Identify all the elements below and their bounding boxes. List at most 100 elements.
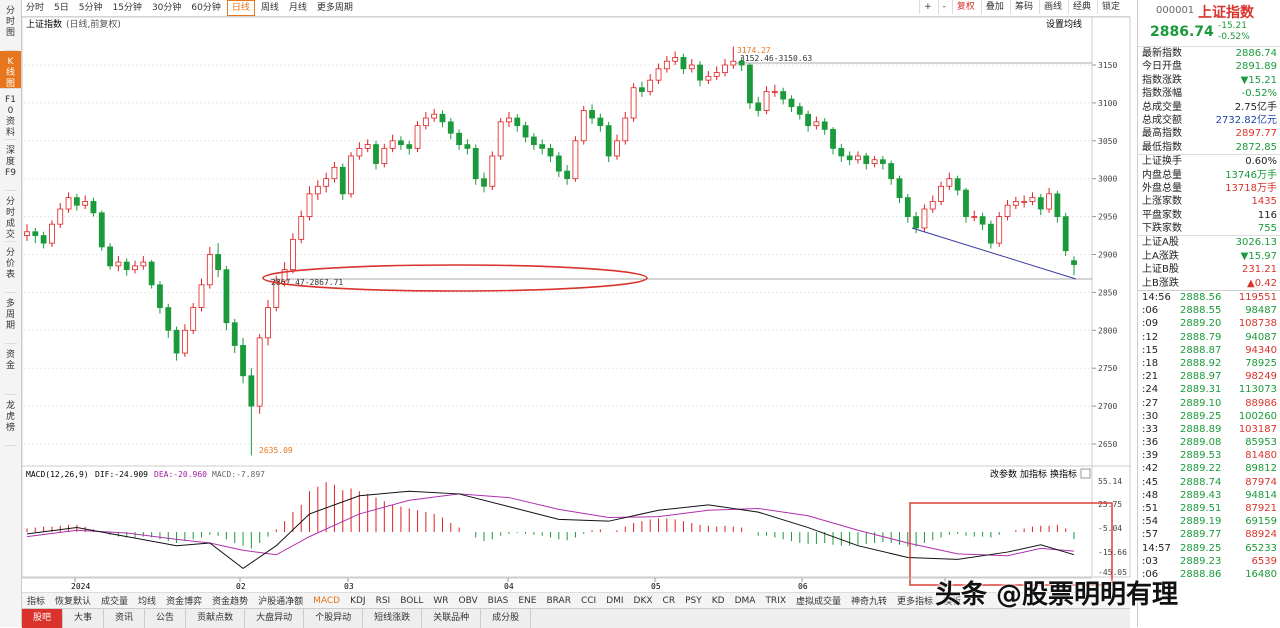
period-tab[interactable]: 5分钟: [78, 3, 103, 13]
indicator-tab[interactable]: OBV: [458, 595, 478, 606]
trade-time: :57: [1142, 529, 1159, 541]
indicator-tab[interactable]: KDJ: [350, 595, 366, 606]
tool-button[interactable]: 经典: [1067, 0, 1095, 14]
macd-button[interactable]: 换指标: [1050, 468, 1077, 480]
tool-button[interactable]: 复权: [951, 0, 979, 14]
candle-body: [472, 147, 479, 180]
indicator-tab[interactable]: PSY: [685, 595, 702, 606]
period-tab[interactable]: 分时: [26, 3, 45, 13]
indicator-tab[interactable]: WR: [433, 595, 449, 606]
indicator-tab[interactable]: 神奇九转: [851, 597, 888, 607]
indicator-tab[interactable]: BOLL: [400, 595, 424, 606]
tool-button[interactable]: +: [919, 0, 936, 14]
period-tab[interactable]: 周线: [260, 3, 279, 13]
tool-button[interactable]: 锁定: [1096, 0, 1124, 14]
indicator-tab[interactable]: DKX: [633, 595, 653, 606]
candle-body: [206, 254, 213, 286]
indicator-tab[interactable]: ENE: [518, 595, 537, 606]
bottom-tab[interactable]: 关联品种: [422, 609, 482, 628]
quote-label: 最新指数: [1142, 48, 1182, 59]
trade-volume: 119551: [1238, 292, 1277, 304]
candle-body: [614, 140, 620, 157]
x-label: 04: [504, 582, 514, 591]
trade-row: :21 2888.97 98249: [1138, 370, 1280, 383]
period-tab[interactable]: 日线: [226, 0, 255, 16]
candle-body: [871, 159, 878, 164]
indicator-tab[interactable]: MACD: [313, 595, 341, 606]
quote-label: 下跌家数: [1142, 223, 1182, 235]
candle-body: [314, 185, 321, 195]
indicator-tab[interactable]: 沪股通净额: [258, 597, 304, 607]
indicator-tab[interactable]: TRIX: [765, 595, 787, 606]
side-tab[interactable]: 分价表: [4, 242, 17, 293]
frame: [21, 16, 1131, 578]
indicator-tab[interactable]: 成交量: [101, 597, 129, 607]
side-tab[interactable]: K线图: [0, 51, 21, 89]
indicator-tab[interactable]: 恢复默认: [55, 597, 92, 607]
tools: + - 复权 叠加 筹码 画线 经典 锁定: [919, 0, 1126, 14]
indicator-tab[interactable]: DMI: [606, 595, 624, 606]
indicator-tab[interactable]: BRAR: [546, 595, 571, 606]
period-tab[interactable]: 15分钟: [112, 3, 142, 13]
candle-body: [1071, 260, 1077, 265]
indicator-tab[interactable]: 均线: [138, 597, 157, 607]
quote-row: 外盘总量 13718万手: [1138, 182, 1280, 195]
tool-button[interactable]: 筹码: [1009, 0, 1037, 14]
period-tab[interactable]: 60分钟: [191, 3, 221, 13]
bottom-tab[interactable]: 资讯: [104, 609, 146, 628]
indicator-tab[interactable]: CR: [662, 595, 676, 606]
quote-label: 内盘总量: [1142, 169, 1182, 181]
candle-body: [888, 163, 895, 180]
bottom-tab[interactable]: 股吧: [22, 609, 64, 628]
trade-time: :30: [1142, 410, 1159, 422]
trade-volume: 16480: [1245, 568, 1277, 580]
quote-label: 上证A股: [1142, 237, 1179, 249]
low-label: 2635.09: [259, 446, 293, 455]
indicator-tab[interactable]: BIAS: [487, 595, 509, 606]
side-tab[interactable]: 分时成交: [4, 191, 17, 242]
bottom-tab[interactable]: 个股异动: [304, 609, 364, 628]
indicator-tab[interactable]: 资金博弈: [166, 597, 203, 607]
indicator-tab[interactable]: 更多指标: [897, 597, 934, 607]
trade-volume: 87974: [1245, 476, 1277, 488]
period-tab[interactable]: 月线: [288, 3, 307, 13]
bottom-tab[interactable]: 公告: [145, 609, 187, 628]
side-tab[interactable]: 资金: [4, 344, 17, 395]
tool-button[interactable]: 画线: [1038, 0, 1066, 14]
tool-button[interactable]: 叠加: [980, 0, 1008, 14]
indicator-tab[interactable]: KD: [711, 595, 725, 606]
candle-body: [788, 98, 795, 108]
bottom-tab[interactable]: 大事: [63, 609, 105, 628]
period-tab[interactable]: 5日: [54, 3, 69, 13]
indicator-tab[interactable]: DMA: [734, 595, 756, 606]
bottom-tab[interactable]: 贡献点数: [186, 609, 246, 628]
bottom-tab[interactable]: 短线涨跌: [363, 609, 423, 628]
period-tab[interactable]: 30分钟: [151, 3, 182, 13]
candle-body: [190, 307, 197, 331]
quote-label: 上B涨跌: [1142, 277, 1179, 289]
macd-button[interactable]: 加指标: [1020, 468, 1047, 480]
side-tab[interactable]: 分时图: [4, 0, 17, 51]
indicator-tab[interactable]: 虚拟成交量: [796, 597, 842, 607]
candle-body: [223, 269, 230, 324]
candle-body: [173, 329, 180, 354]
side-tab[interactable]: F10资料: [4, 89, 17, 140]
bottom-tab[interactable]: 成分股: [481, 609, 532, 628]
candle-body: [697, 64, 703, 81]
price-tick-label: 2950: [1098, 213, 1117, 222]
indicator-tab[interactable]: 模板: [943, 597, 962, 607]
side-tab[interactable]: 龙虎榜: [4, 395, 17, 446]
bottom-tab[interactable]: 大盘异动: [245, 609, 305, 628]
indicator-tab[interactable]: RSI: [375, 595, 391, 606]
side-tab[interactable]: 深度F9: [4, 140, 17, 191]
tool-button[interactable]: -: [937, 0, 950, 14]
quote-value: 2.75亿手: [1234, 101, 1277, 113]
quote-value: 3026.13: [1235, 237, 1277, 249]
indicator-tab[interactable]: CCI: [580, 595, 597, 606]
period-tab[interactable]: 更多周期: [316, 3, 353, 13]
indicator-tab[interactable]: 指标: [27, 597, 46, 607]
trade-volume: 6539: [1251, 555, 1277, 567]
macd-button[interactable]: 改参数: [990, 468, 1017, 480]
side-tab[interactable]: 多周期: [4, 293, 17, 344]
indicator-tab[interactable]: 资金趋势: [212, 597, 249, 607]
